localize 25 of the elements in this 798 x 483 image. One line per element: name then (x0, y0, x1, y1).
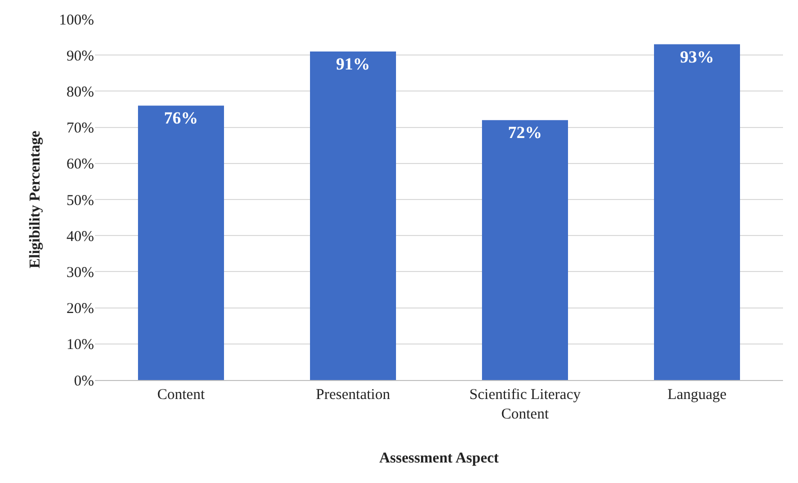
y-tick-label: 40% (66, 228, 94, 245)
y-tick-label: 80% (66, 84, 94, 100)
y-tick-label: 100% (59, 12, 94, 28)
data-label: 72% (508, 123, 542, 142)
bar (138, 106, 224, 380)
bar (482, 120, 568, 380)
y-tick-label: 60% (66, 156, 94, 173)
y-tick-label: 90% (66, 48, 94, 64)
data-label: 91% (336, 54, 370, 74)
x-tick-label: Presentation (316, 387, 391, 403)
data-label: 76% (164, 108, 198, 128)
x-tick-label: Content (157, 387, 206, 403)
y-tick-label: 20% (66, 301, 94, 318)
data-label: 93% (680, 47, 714, 66)
bar (310, 51, 396, 380)
bar (654, 44, 740, 380)
y-tick-label: 0% (74, 373, 94, 390)
y-tick-label: 70% (66, 120, 94, 137)
x-tick-label: Scientific Literacy Content (469, 387, 582, 422)
y-tick-label: 30% (66, 264, 94, 281)
y-tick-label: 50% (66, 192, 94, 209)
y-tick-label: 10% (66, 337, 94, 354)
y-axis-title: Eligibility Percentage (27, 130, 44, 268)
x-axis-title: Assessment Aspect (379, 450, 499, 466)
x-tick-label: Language (667, 387, 727, 403)
